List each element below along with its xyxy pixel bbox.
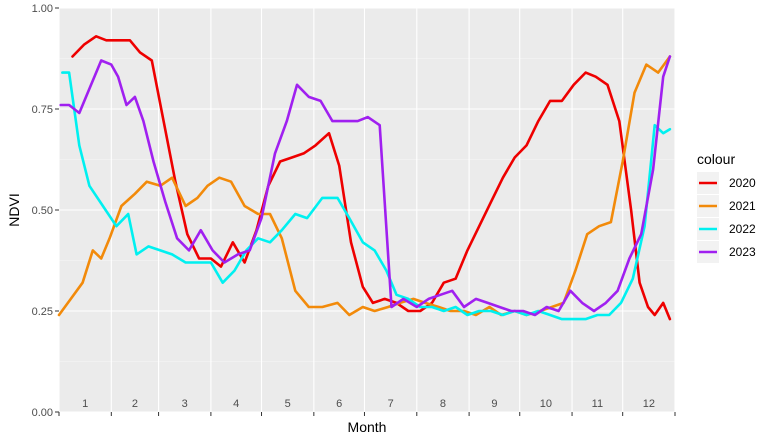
- series-line-2021: [57, 55, 672, 317]
- month-labels: 1 2 3 4 5 6 7 8 9 10 11 12: [82, 398, 655, 410]
- y-tick-label: 0.25: [32, 306, 53, 318]
- y-axis: 0.00 0.25 0.50 0.75 1.00: [32, 3, 59, 419]
- series-lines: [57, 34, 672, 321]
- legend-label: 2022: [729, 222, 756, 236]
- y-tick-label: 1.00: [32, 3, 53, 15]
- month-label: 8: [440, 398, 446, 410]
- month-label: 7: [388, 398, 394, 410]
- y-tick-label: 0.75: [32, 104, 53, 116]
- legend: colour 2020 2021 2022 2023: [697, 151, 756, 263]
- legend-label: 2021: [729, 199, 756, 213]
- legend-label: 2020: [729, 176, 756, 190]
- month-label: 4: [233, 398, 239, 410]
- legend-label: 2023: [729, 245, 756, 259]
- series-line-2022: [61, 71, 672, 321]
- month-label: 2: [132, 398, 138, 410]
- y-tick-label: 0.50: [32, 205, 53, 217]
- month-label: 12: [643, 398, 655, 410]
- y-tick-label: 0.00: [32, 407, 53, 419]
- series-line-2020: [71, 34, 672, 321]
- series-line-2023: [59, 55, 672, 317]
- legend-title: colour: [697, 151, 735, 167]
- month-label: 6: [336, 398, 342, 410]
- month-label: 10: [540, 398, 552, 410]
- x-axis-ticks: [58, 412, 676, 416]
- month-label: 5: [285, 398, 291, 410]
- y-axis-title: NDVI: [6, 193, 22, 226]
- month-label: 1: [82, 398, 88, 410]
- month-label: 9: [491, 398, 497, 410]
- month-label: 11: [592, 398, 603, 410]
- x-axis-title: Month: [348, 419, 387, 435]
- month-label: 3: [182, 398, 188, 410]
